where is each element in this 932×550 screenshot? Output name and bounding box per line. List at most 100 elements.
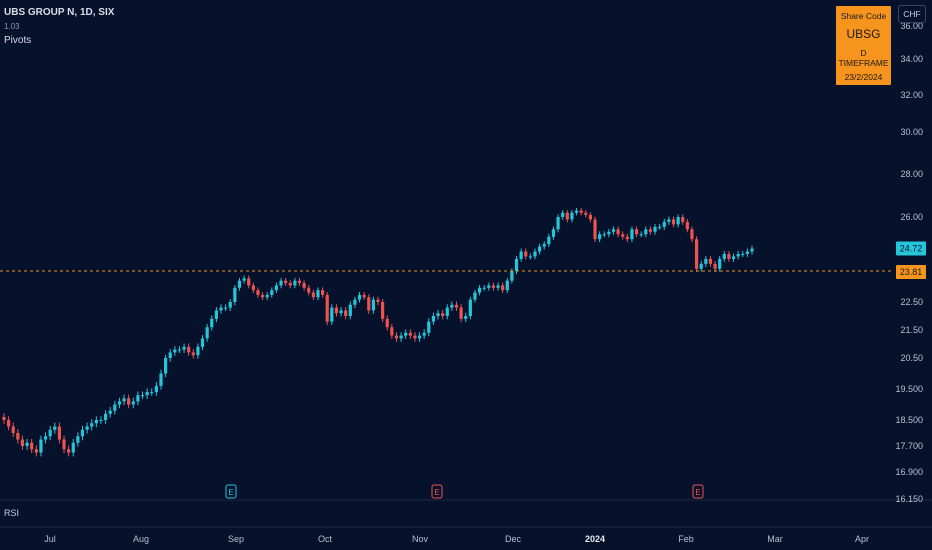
time-tick-label: Mar	[767, 534, 783, 544]
candle-body	[584, 212, 588, 215]
candle-body	[487, 285, 491, 288]
candle-body	[237, 280, 242, 288]
candle-body	[247, 278, 251, 286]
candle-body	[367, 297, 371, 311]
candle-body	[662, 221, 666, 227]
time-tick-label: Oct	[318, 534, 333, 544]
candle-body	[76, 436, 80, 443]
candle-body	[43, 436, 48, 440]
earnings-marker[interactable]	[692, 484, 704, 499]
share-info-box: Share Code UBSG D TIMEFRAME 23/2/2024	[836, 6, 891, 85]
price-tick-label: 20.50	[900, 353, 923, 363]
candle-body	[164, 358, 168, 374]
candle-body	[16, 433, 20, 440]
candle-body	[644, 229, 648, 235]
price-tick-label: 34.00	[900, 54, 923, 64]
candle-body	[602, 234, 606, 236]
candle-body	[136, 395, 140, 402]
candle-body	[551, 229, 556, 237]
candle-body	[242, 278, 246, 281]
candle-body	[71, 442, 75, 453]
earnings-marker-label: E	[695, 488, 700, 497]
candle-body	[131, 401, 135, 405]
candle-body	[477, 287, 482, 293]
candle-body	[7, 420, 11, 427]
candle-body	[685, 221, 689, 230]
candle-body	[690, 229, 694, 240]
price-tick-label: 16.150	[895, 494, 923, 504]
candle-body	[279, 280, 283, 286]
candle-body	[408, 332, 412, 336]
candle-body	[422, 332, 426, 336]
candle-body	[145, 392, 149, 396]
candle-body	[265, 294, 269, 298]
currency-button[interactable]: CHF	[898, 5, 926, 23]
candle-body	[482, 287, 486, 289]
candle-body	[704, 258, 708, 264]
candle-body	[20, 439, 25, 446]
candle-body	[25, 442, 29, 446]
candle-body	[561, 212, 565, 217]
candle-body	[454, 304, 459, 308]
symbol-title[interactable]: UBS GROUP N, 1D, SIX	[4, 7, 115, 18]
candle-body	[519, 251, 523, 259]
candle-body	[427, 321, 431, 333]
indicator-label[interactable]: Pivots	[4, 35, 32, 46]
candle-body	[348, 304, 352, 316]
price-axis[interactable]: 16.150 16.900 17.700 18.500 19.500 20.50 21.50…	[895, 21, 926, 504]
price-tick-label: 28.00	[900, 169, 923, 179]
candle-body	[538, 246, 542, 252]
candle-body	[501, 285, 505, 291]
candle-body	[621, 234, 625, 237]
candle-body	[11, 426, 15, 433]
candle-body	[570, 212, 574, 220]
candle-body	[344, 310, 348, 316]
candle-body	[505, 280, 509, 291]
candle-body	[731, 256, 736, 259]
candle-body	[547, 236, 551, 245]
candle-body	[2, 416, 6, 420]
earnings-marker[interactable]	[431, 484, 443, 499]
share-code-title: Share Code	[840, 11, 887, 21]
candle-body	[80, 429, 85, 437]
candle-body	[464, 316, 468, 319]
last-price-label: 24.72	[900, 244, 923, 254]
candle-body	[168, 352, 172, 358]
candle-body	[302, 283, 306, 288]
candle-body	[187, 346, 191, 353]
candle-body	[284, 280, 288, 284]
candle-body	[108, 410, 112, 414]
time-tick-label: Feb	[678, 534, 694, 544]
candle-body	[496, 285, 500, 288]
time-axis[interactable]: Jul Aug Sep Oct Nov Dec 2024 Feb Mar Apr	[44, 534, 869, 544]
candle-body	[459, 307, 463, 319]
candle-body	[722, 253, 726, 259]
price-tick-label: 32.00	[900, 90, 923, 100]
candle-body	[196, 346, 200, 356]
candle-body	[667, 219, 671, 222]
time-tick-label: Aug	[133, 534, 149, 544]
rsi-pane-label[interactable]: RSI	[4, 508, 20, 518]
price-tick-label: 30.00	[900, 127, 923, 137]
earnings-marker[interactable]	[225, 484, 237, 499]
candle-body	[727, 253, 731, 259]
price-tick-label: 22.50	[900, 297, 923, 307]
candle-body	[616, 229, 620, 235]
candle-body	[251, 285, 255, 291]
date-label: 23/2/2024	[844, 72, 883, 82]
price-tick-label: 21.50	[900, 325, 923, 335]
candle-body	[699, 263, 703, 269]
candle-body	[676, 217, 680, 225]
candle-body	[154, 385, 158, 393]
candle-body	[122, 398, 126, 402]
pivot-price-label: 23.81	[900, 267, 923, 277]
candle-body	[260, 294, 265, 298]
legend-value: 1.03	[4, 22, 20, 31]
candle-body	[57, 426, 62, 440]
candle-body	[200, 338, 205, 347]
candle-body	[288, 283, 292, 286]
candle-body	[441, 313, 445, 316]
share-code: UBSG	[846, 27, 881, 41]
chart-legend: UBS GROUP N, 1D, SIX 1.03 Pivots	[4, 6, 114, 48]
